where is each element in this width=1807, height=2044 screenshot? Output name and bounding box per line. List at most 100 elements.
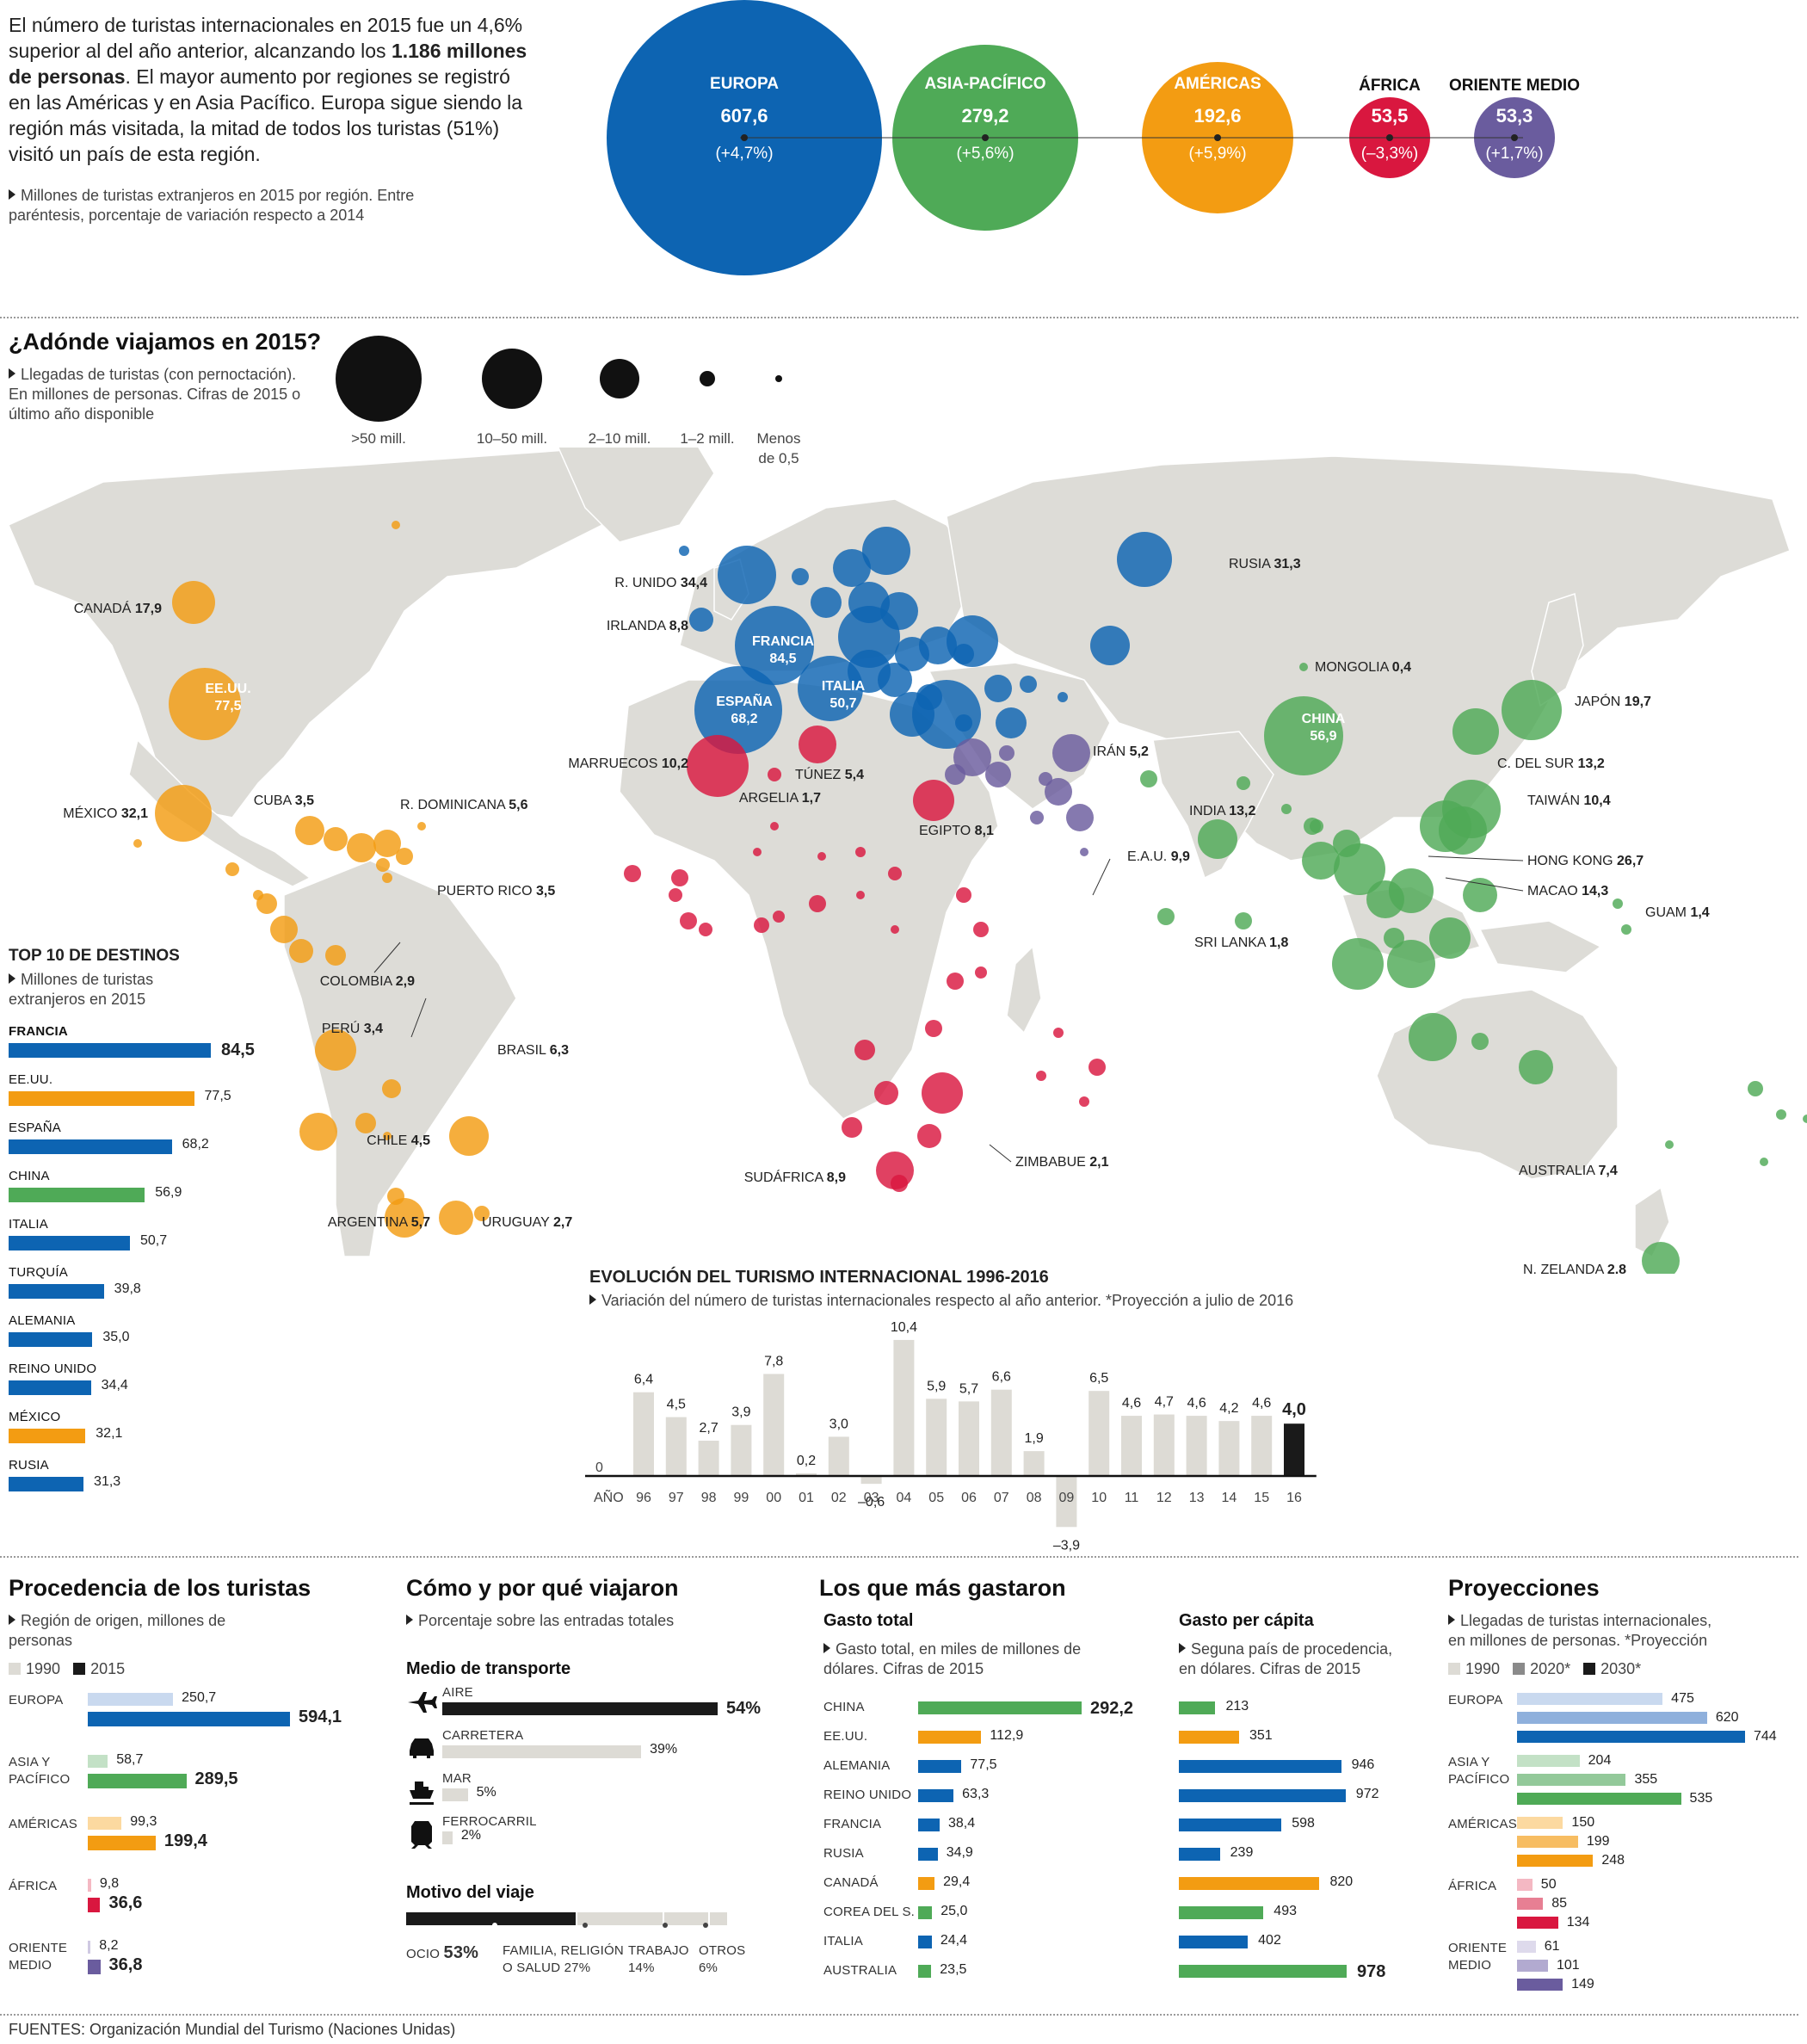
motive-name-line2: O SALUD [503,1961,564,1975]
intro-note-text: Millones de turistas extranjeros en 2015… [9,187,415,224]
legend-swatch-2030 [1583,1663,1596,1675]
country-bubble [225,862,239,876]
country-value: 77,5 [214,699,241,713]
country-name: E.A.U. [1127,849,1171,864]
origin-value-2015: 36,8 [108,1955,143,1974]
country-name: R. UNIDO [614,576,680,590]
country-bubble [1235,912,1252,929]
country-bubble [1030,811,1044,824]
spend-percap-value: 351 [1249,1728,1273,1743]
country-label: EGIPTO 8,1 [919,824,994,838]
top10-bar [9,1429,86,1443]
legend-size-circle [775,375,782,382]
country-bubble [985,762,1011,787]
country-bubble [1302,842,1340,880]
country-label: IRÁN 5,2 [1093,743,1149,759]
proj-bar [1517,1836,1578,1848]
top10-value: 31,3 [94,1474,121,1489]
region-value: 53,5 [1372,105,1409,127]
proj-legend-1990: 1990 [1465,1660,1501,1677]
evo-tick-label: 99 [734,1491,749,1505]
proj-value: 620 [1715,1710,1739,1725]
spend-total-value: 29,4 [943,1874,971,1889]
evo-bar [1218,1421,1240,1476]
origin-note-text: Región de origen, millones de personas [9,1612,226,1649]
country-value: 7,4 [1598,1164,1617,1178]
top10-chart: FRANCIA 84,5 EE.UU. 77,5 ESPAÑA 68,2 CHINA 56,9… [9,1024,293,1506]
country-text: PERÚ 3,4 [322,1020,383,1036]
country-text: MARRUECOS 10,2 [568,756,688,771]
country-value: 5,6 [509,798,527,812]
country-text: RUSIA 31,3 [1229,557,1301,571]
evo-value-label: 6,5 [1089,1371,1108,1386]
spend-percap-value: 239 [1230,1845,1254,1860]
region-value: 192,6 [1193,105,1241,127]
spend-total-value: 77,5 [970,1757,997,1772]
country-bubble [325,945,346,966]
country-bubble [382,1079,401,1098]
evo-value-label: 5,7 [959,1381,978,1396]
proj-value: 744 [1754,1729,1777,1744]
evo-bar [1153,1414,1175,1476]
spend-percap-value: 820 [1329,1874,1354,1889]
motive-name: OTROS [699,1943,746,1958]
country-text: AUSTRALIA 7,4 [1519,1164,1618,1178]
evo-tick-label: 13 [1189,1491,1205,1505]
country-value: 1,8 [1269,936,1288,950]
origin-region-name: ÁFRICA [9,1879,58,1893]
region-change: (+1,7%) [1485,145,1543,163]
spend-percap-value: 972 [1355,1787,1379,1801]
spend-country-name: AUSTRALIA [823,1963,897,1978]
spend-total-bar [918,1819,940,1831]
legend-swatch-2015 [73,1663,86,1675]
map-size-legend: >50 mill. 10–50 mill. 2–10 mill. 1–2 mill. M… [336,336,801,466]
country-name: MARRUECOS [568,756,661,771]
country-value: 1,7 [802,791,821,806]
proj-bar [1517,1960,1548,1972]
country-value: 50,7 [829,696,856,711]
proj-chart: EUROPA 475 620 744 ASIA Y PACÍFICO 204 355 535 AM… [1448,1691,1792,2010]
spend-country-name: CANADÁ [823,1875,879,1890]
evo-tick-label: 03 [864,1491,879,1505]
transport-title: Medio de transporte [406,1659,571,1678]
country-bubble [1020,676,1037,693]
proj-bar [1517,1917,1558,1929]
country-bubble [1058,692,1068,702]
country-bubble [679,546,689,556]
country-name: SUDÁFRICA [744,1169,827,1185]
spend-percap-bar [1179,1965,1347,1978]
country-label: ITALIA 50,7 [822,679,866,711]
origin-value-1990: 250,7 [182,1690,217,1705]
country-bubble [1384,928,1404,948]
ship-icon [410,1782,434,1805]
country-label: FRANCIA 84,5 [752,634,814,666]
proj-bar [1517,1712,1707,1724]
origin-region-name: EUROPA [9,1693,64,1707]
country-bubble [925,1020,942,1037]
evo-tick-label: 07 [994,1491,1009,1505]
top10-name: EE.UU. [9,1072,53,1087]
country-value: 10,2 [662,756,688,771]
country-name: MONGOLIA [1315,660,1392,675]
country-name: BRASIL [497,1043,550,1058]
evo-bar [665,1417,687,1476]
country-text: SRI LANKA 1,8 [1194,936,1289,950]
country-name: ZIMBABUE [1015,1155,1089,1170]
region-center-dot [1511,134,1518,141]
evo-value-label: 2,7 [699,1421,718,1436]
country-text: URUGUAY 2,7 [482,1215,572,1230]
legend-size-circle [600,359,639,398]
spend-total-bar [918,1906,933,1919]
evo-tick-label: 02 [831,1491,847,1505]
evo-bar [1121,1416,1142,1476]
country-bubble [1299,663,1308,671]
top10-value: 32,1 [96,1426,123,1441]
motive-chart: OCIO 53% FAMILIA, RELIGIÓN O SALUD 27% TRAB… [406,1912,785,2016]
country-bubble [289,939,313,963]
country-bubble [888,867,902,880]
spend-title: Los que más gastaron [819,1575,1066,1601]
motive-marker [663,1923,668,1928]
country-name: INDIA [1189,804,1229,818]
evo-tick-label: 05 [928,1491,944,1505]
proj-legend-2020: 2020* [1530,1660,1571,1677]
